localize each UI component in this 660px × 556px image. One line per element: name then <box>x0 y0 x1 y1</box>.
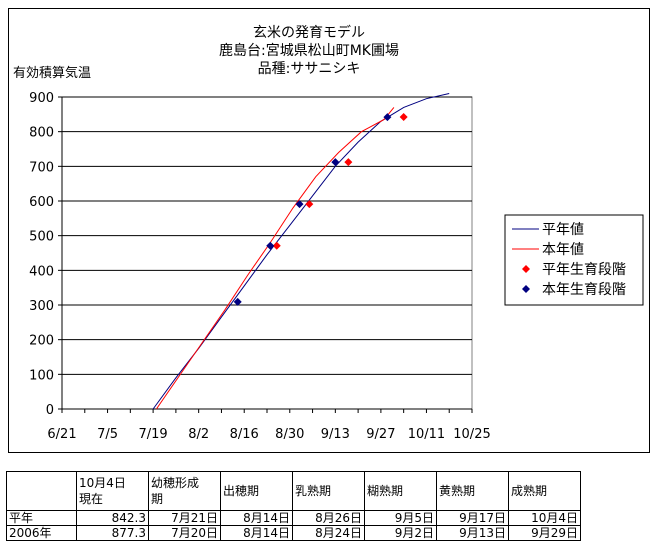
table-header-cell: 10月4日 現在 <box>76 471 149 511</box>
x-tick-label: 6/21 <box>47 427 76 442</box>
data-table: 10月4日 現在 幼穂形成期出穂期 乳熟期 糊熟期 黄熟期 成熟期 平年 842.3 7月21日 8… <box>6 471 581 541</box>
title-line-2: 品種:ササニシキ <box>258 61 361 77</box>
series-line-1 <box>155 107 395 410</box>
table-cell: 8月26日 <box>292 510 365 526</box>
y-tick-label: 0 <box>46 403 54 418</box>
title-line-0: 玄米の発育モデル <box>253 24 365 41</box>
table-header-cell <box>6 471 77 511</box>
table-cell: 9月5日 <box>364 510 437 526</box>
y-tick-label: 600 <box>29 195 54 210</box>
x-tick-label: 8/16 <box>230 427 259 442</box>
table-header-cell: 黄熟期 <box>436 471 509 511</box>
table-header-cell: 幼穂形成期 <box>148 471 221 511</box>
chart-frame: 玄米の発育モデル 鹿島台:宮城県松山町MK圃場 品種:ササニシキ 有効積算気温 0 1… <box>8 8 650 453</box>
table-row: 平年 842.3 7月21日 8月14日 8月26日 9月5日 9月17日 10月4日 <box>6 510 581 526</box>
table-cell: 9月17日 <box>436 510 509 526</box>
legend-label: 平年値 <box>542 222 584 238</box>
y-tick-label: 200 <box>29 334 54 349</box>
legend-swatch <box>522 265 530 273</box>
series-point-3 <box>331 158 340 167</box>
table-header-cell: 出穂期 <box>220 471 293 511</box>
series-point-2 <box>344 158 353 167</box>
title-line-1: 鹿島台:宮城県松山町MK圃場 <box>219 42 399 59</box>
table-cell: 平年 <box>6 510 77 526</box>
x-tick-label: 9/13 <box>321 427 350 442</box>
table-header-row: 10月4日 現在 幼穂形成期出穂期 乳熟期 糊熟期 黄熟期 成熟期 <box>6 471 581 511</box>
series-point-2 <box>399 113 408 122</box>
table-header-cell: 糊熟期 <box>364 471 437 511</box>
table-cell: 877.3 <box>76 525 149 541</box>
series-point-3 <box>266 241 275 250</box>
x-tick-label: 10/25 <box>453 427 490 442</box>
legend-label: 本年生育段階 <box>542 282 626 298</box>
table-cell: 2006年 <box>6 525 77 541</box>
y-tick-label: 800 <box>29 126 54 141</box>
x-tick-labels: 6/21 7/5 7/19 8/2 8/16 8/30 9/13 9/27 10/11 10/25 <box>47 409 491 442</box>
x-tick-label: 7/5 <box>97 427 118 442</box>
table-header-cell: 成熟期 <box>508 471 581 511</box>
y-tick-label: 900 <box>29 91 54 106</box>
table-cell: 7月20日 <box>148 525 221 541</box>
table-cell: 842.3 <box>76 510 149 526</box>
series-point-3 <box>233 297 242 306</box>
table-cell: 8月14日 <box>220 525 293 541</box>
table-cell: 9月29日 <box>508 525 581 541</box>
y-tick-label: 300 <box>29 299 54 314</box>
x-tick-label: 7/19 <box>139 427 168 442</box>
table-cell: 8月24日 <box>292 525 365 541</box>
series-point-3 <box>383 113 392 122</box>
legend-swatch <box>522 285 530 293</box>
y-tick-label: 500 <box>29 230 54 245</box>
plot-area <box>61 96 473 410</box>
x-tick-label: 10/11 <box>408 427 445 442</box>
grid-lines <box>61 96 473 410</box>
table-cell: 9月13日 <box>436 525 509 541</box>
table-cell: 8月14日 <box>220 510 293 526</box>
x-tick-label: 8/30 <box>275 427 304 442</box>
legend-label: 平年生育段階 <box>542 262 626 278</box>
y-tick-labels: 0 100 200 300 400 500 600 700 800 900 <box>29 91 62 418</box>
y-tick-label: 700 <box>29 160 54 175</box>
table-cell: 10月4日 <box>508 510 581 526</box>
table-cell: 9月2日 <box>364 525 437 541</box>
series-group <box>152 93 450 410</box>
y-axis-label: 有効積算気温 <box>13 65 91 81</box>
y-tick-label: 100 <box>29 368 54 383</box>
y-tick-label: 400 <box>29 264 54 279</box>
table-row: 2006年 877.3 7月20日 8月14日 8月24日 9月2日 9月13日 9月29日 <box>6 525 581 541</box>
series-point-2 <box>305 200 314 209</box>
table-cell: 7月21日 <box>148 510 221 526</box>
series-point-2 <box>272 241 281 250</box>
x-tick-label: 8/2 <box>188 427 209 442</box>
x-tick-label: 9/27 <box>366 427 395 442</box>
legend-label: 本年値 <box>542 242 584 258</box>
table-header-cell: 乳熟期 <box>292 471 365 511</box>
series-point-3 <box>295 200 304 209</box>
